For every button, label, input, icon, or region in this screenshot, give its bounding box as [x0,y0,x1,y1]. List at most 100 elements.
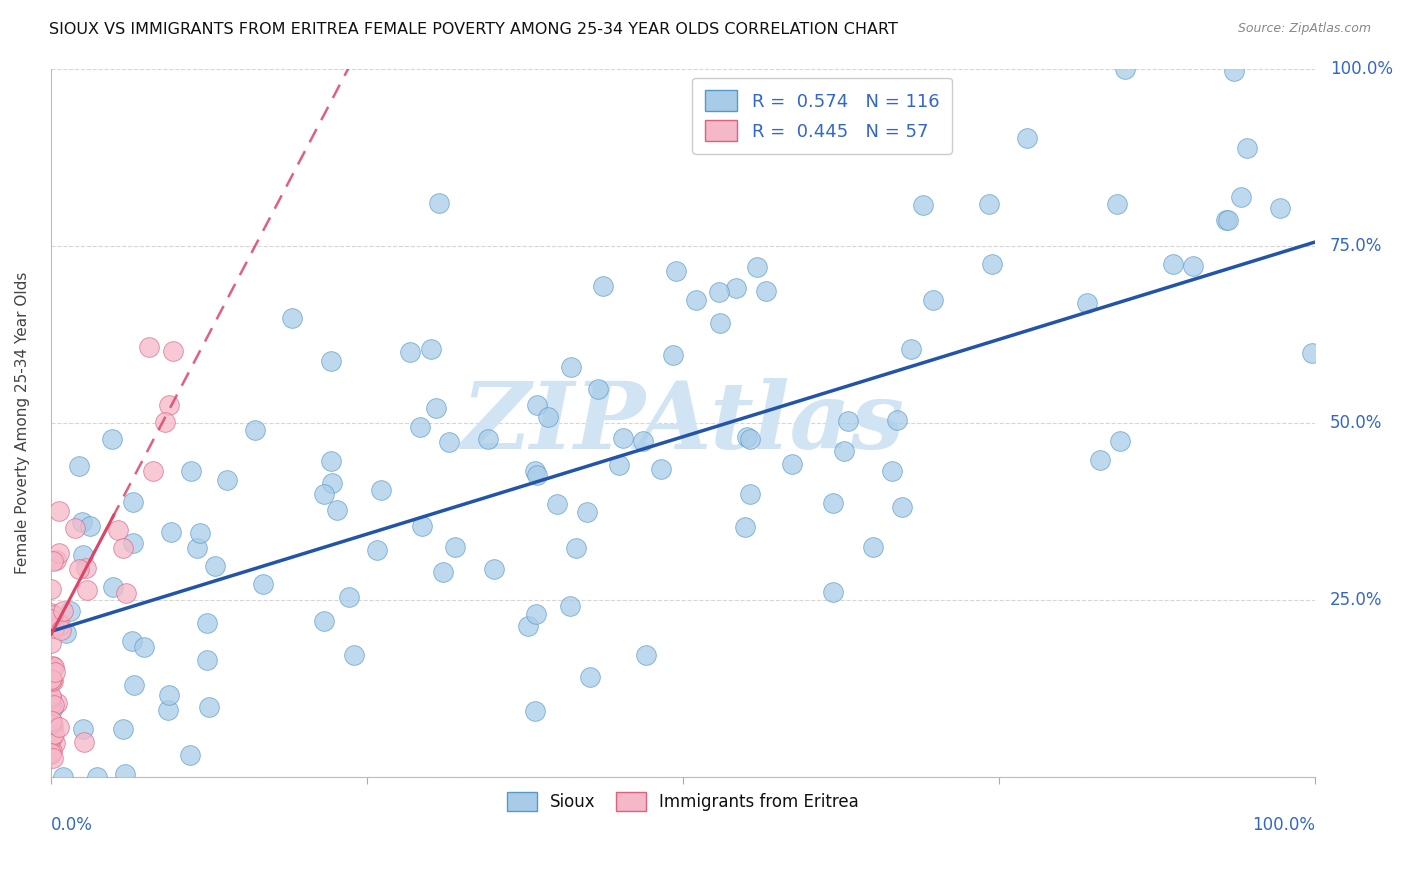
Point [42,608,65,623]
Point [112,541,135,556]
Point [73,735,96,749]
Point [516,619,538,633]
Point [41,719,63,733]
Point [157,398,180,412]
Point [631,434,654,448]
Point [586,382,609,396]
Point [186,541,208,556]
Text: SIOUX VS IMMIGRANTS FROM ERITREA FEMALE POVERTY AMONG 25-34 YEAR OLDS CORRELATIO: SIOUX VS IMMIGRANTS FROM ERITREA FEMALE … [49,22,898,37]
Point [755,284,778,298]
Point [1215,213,1237,227]
Point [195,653,218,667]
Point [560,360,582,375]
Point [891,500,914,515]
Point [59,603,82,617]
Point [981,257,1004,271]
Point [312,615,335,629]
Point [122,678,145,692]
Point [432,566,454,580]
Point [724,281,747,295]
Point [339,591,361,605]
Point [67,459,90,474]
Point [122,536,145,550]
Point [115,586,138,600]
Point [112,723,135,737]
Text: Source: ZipAtlas.com: Source: ZipAtlas.com [1237,22,1371,36]
Point [180,464,202,478]
Point [1230,190,1253,204]
Point [821,496,844,510]
Point [39,716,62,731]
Point [160,524,183,539]
Point [343,648,366,663]
Point [121,495,143,509]
Point [1114,62,1136,76]
Point [75,561,97,575]
Point [734,520,756,534]
Text: 50.0%: 50.0% [1330,414,1382,432]
Point [157,703,180,717]
Text: ZIPAtlas: ZIPAtlas [461,377,904,467]
Text: 75.0%: 75.0% [1330,236,1382,254]
Point [42,750,65,764]
Point [39,697,62,711]
Point [42,659,65,673]
Point [735,430,758,444]
Point [837,414,859,428]
Point [321,354,343,368]
Point [39,715,62,730]
Point [314,487,336,501]
Point [709,316,731,330]
Point [44,665,66,679]
Point [103,580,125,594]
Point [55,625,77,640]
Point [780,457,803,471]
Point [142,464,165,478]
Point [79,519,101,533]
Point [188,525,211,540]
Point [280,311,302,326]
Point [204,558,226,573]
Point [195,616,218,631]
Point [1015,131,1038,145]
Point [39,606,62,620]
Point [39,582,62,597]
Point [72,515,94,529]
Point [41,730,63,744]
Text: 100.0%: 100.0% [1251,815,1315,833]
Point [862,540,884,554]
Point [39,747,62,762]
Point [41,673,63,687]
Point [41,717,63,731]
Y-axis label: Female Poverty Among 25-34 Year Olds: Female Poverty Among 25-34 Year Olds [15,271,30,574]
Point [537,410,560,425]
Point [1236,141,1258,155]
Point [709,285,731,299]
Point [41,714,63,729]
Point [745,260,768,274]
Point [52,770,75,784]
Point [1222,64,1244,78]
Text: 25.0%: 25.0% [1330,591,1382,608]
Point [46,697,69,711]
Point [48,720,70,734]
Point [886,413,908,427]
Point [1216,213,1239,227]
Point [72,722,94,736]
Point [1182,259,1205,273]
Point [661,348,683,362]
Point [39,613,62,627]
Text: 0.0%: 0.0% [51,815,93,833]
Point [1088,453,1111,467]
Point [121,633,143,648]
Point [39,747,62,761]
Point [408,420,430,434]
Point [321,475,343,490]
Point [882,464,904,478]
Point [443,541,465,555]
Point [44,698,66,713]
Point [42,701,65,715]
Point [39,672,62,686]
Point [179,747,201,762]
Point [592,278,614,293]
